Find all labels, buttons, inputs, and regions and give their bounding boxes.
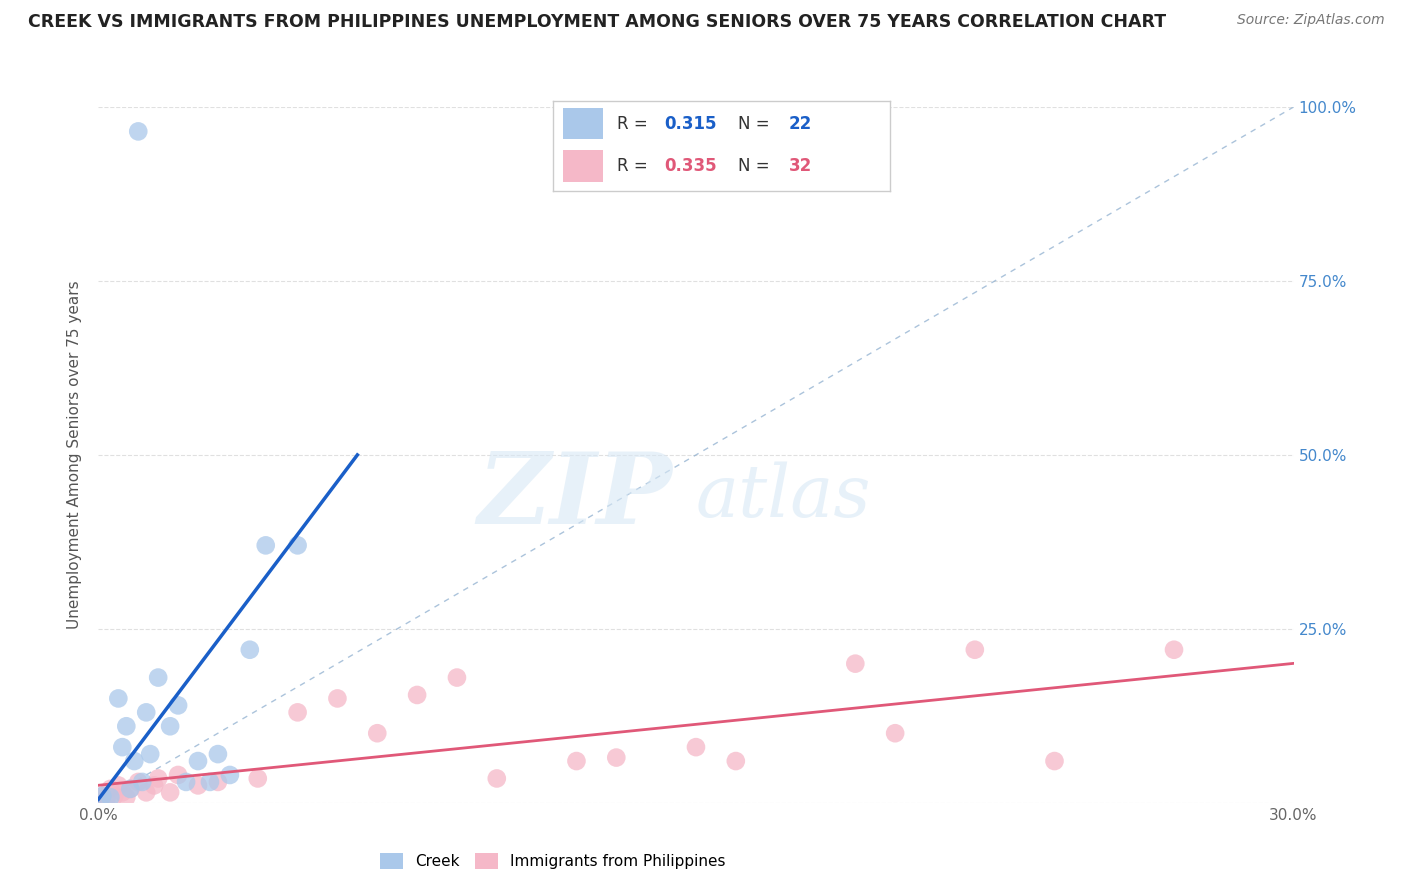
Point bbox=[446, 671, 468, 685]
Point bbox=[159, 719, 181, 733]
Point bbox=[148, 671, 170, 685]
Point bbox=[326, 691, 349, 706]
Point bbox=[198, 775, 221, 789]
Point bbox=[111, 740, 134, 755]
Point bbox=[103, 789, 125, 803]
Text: Source: ZipAtlas.com: Source: ZipAtlas.com bbox=[1237, 13, 1385, 28]
Point bbox=[135, 706, 157, 720]
Text: R =: R = bbox=[617, 115, 652, 133]
Point bbox=[91, 789, 114, 803]
Point bbox=[100, 790, 122, 805]
Legend: Creek, Immigrants from Philippines: Creek, Immigrants from Philippines bbox=[374, 847, 731, 875]
Point bbox=[124, 754, 146, 768]
Point bbox=[239, 642, 262, 657]
Point bbox=[91, 789, 114, 803]
Text: ZIP: ZIP bbox=[477, 449, 672, 545]
Point bbox=[963, 642, 986, 657]
Point bbox=[366, 726, 388, 740]
Point bbox=[111, 785, 134, 799]
Text: 0.315: 0.315 bbox=[664, 115, 717, 133]
Y-axis label: Unemployment Among Seniors over 75 years: Unemployment Among Seniors over 75 years bbox=[67, 281, 83, 629]
Point bbox=[131, 775, 153, 789]
FancyBboxPatch shape bbox=[562, 108, 603, 139]
Text: 0.335: 0.335 bbox=[664, 158, 717, 176]
Point bbox=[127, 775, 149, 789]
Point bbox=[143, 778, 166, 792]
Text: 22: 22 bbox=[789, 115, 813, 133]
Point bbox=[167, 768, 190, 782]
Point bbox=[167, 698, 190, 713]
Point bbox=[565, 754, 588, 768]
Text: atlas: atlas bbox=[696, 461, 872, 532]
FancyBboxPatch shape bbox=[562, 151, 603, 182]
Point bbox=[219, 768, 242, 782]
Text: CREEK VS IMMIGRANTS FROM PHILIPPINES UNEMPLOYMENT AMONG SENIORS OVER 75 YEARS CO: CREEK VS IMMIGRANTS FROM PHILIPPINES UNE… bbox=[28, 13, 1166, 31]
Point bbox=[287, 706, 309, 720]
Point bbox=[254, 538, 277, 552]
Point bbox=[246, 772, 269, 786]
Point bbox=[135, 785, 157, 799]
Point bbox=[100, 781, 122, 796]
Point bbox=[159, 785, 181, 799]
Point bbox=[120, 781, 142, 796]
Text: N =: N = bbox=[738, 115, 775, 133]
Point bbox=[96, 792, 118, 806]
Point bbox=[406, 688, 429, 702]
Point bbox=[107, 778, 129, 792]
Point bbox=[187, 754, 209, 768]
Point bbox=[685, 740, 707, 755]
Point bbox=[844, 657, 866, 671]
Text: N =: N = bbox=[738, 158, 775, 176]
Point bbox=[120, 781, 142, 796]
Point bbox=[174, 775, 197, 789]
Point bbox=[605, 750, 627, 764]
Point bbox=[884, 726, 907, 740]
Point bbox=[115, 790, 138, 805]
Point bbox=[148, 772, 170, 786]
Text: 32: 32 bbox=[789, 158, 813, 176]
Point bbox=[1043, 754, 1066, 768]
Point bbox=[107, 691, 129, 706]
Point bbox=[187, 778, 209, 792]
Point bbox=[207, 747, 229, 761]
Text: R =: R = bbox=[617, 158, 652, 176]
Point bbox=[139, 747, 162, 761]
Point bbox=[1163, 642, 1185, 657]
Point bbox=[485, 772, 508, 786]
Point bbox=[207, 775, 229, 789]
Point bbox=[115, 719, 138, 733]
Point bbox=[724, 754, 747, 768]
Point bbox=[127, 124, 149, 138]
Point bbox=[287, 538, 309, 552]
